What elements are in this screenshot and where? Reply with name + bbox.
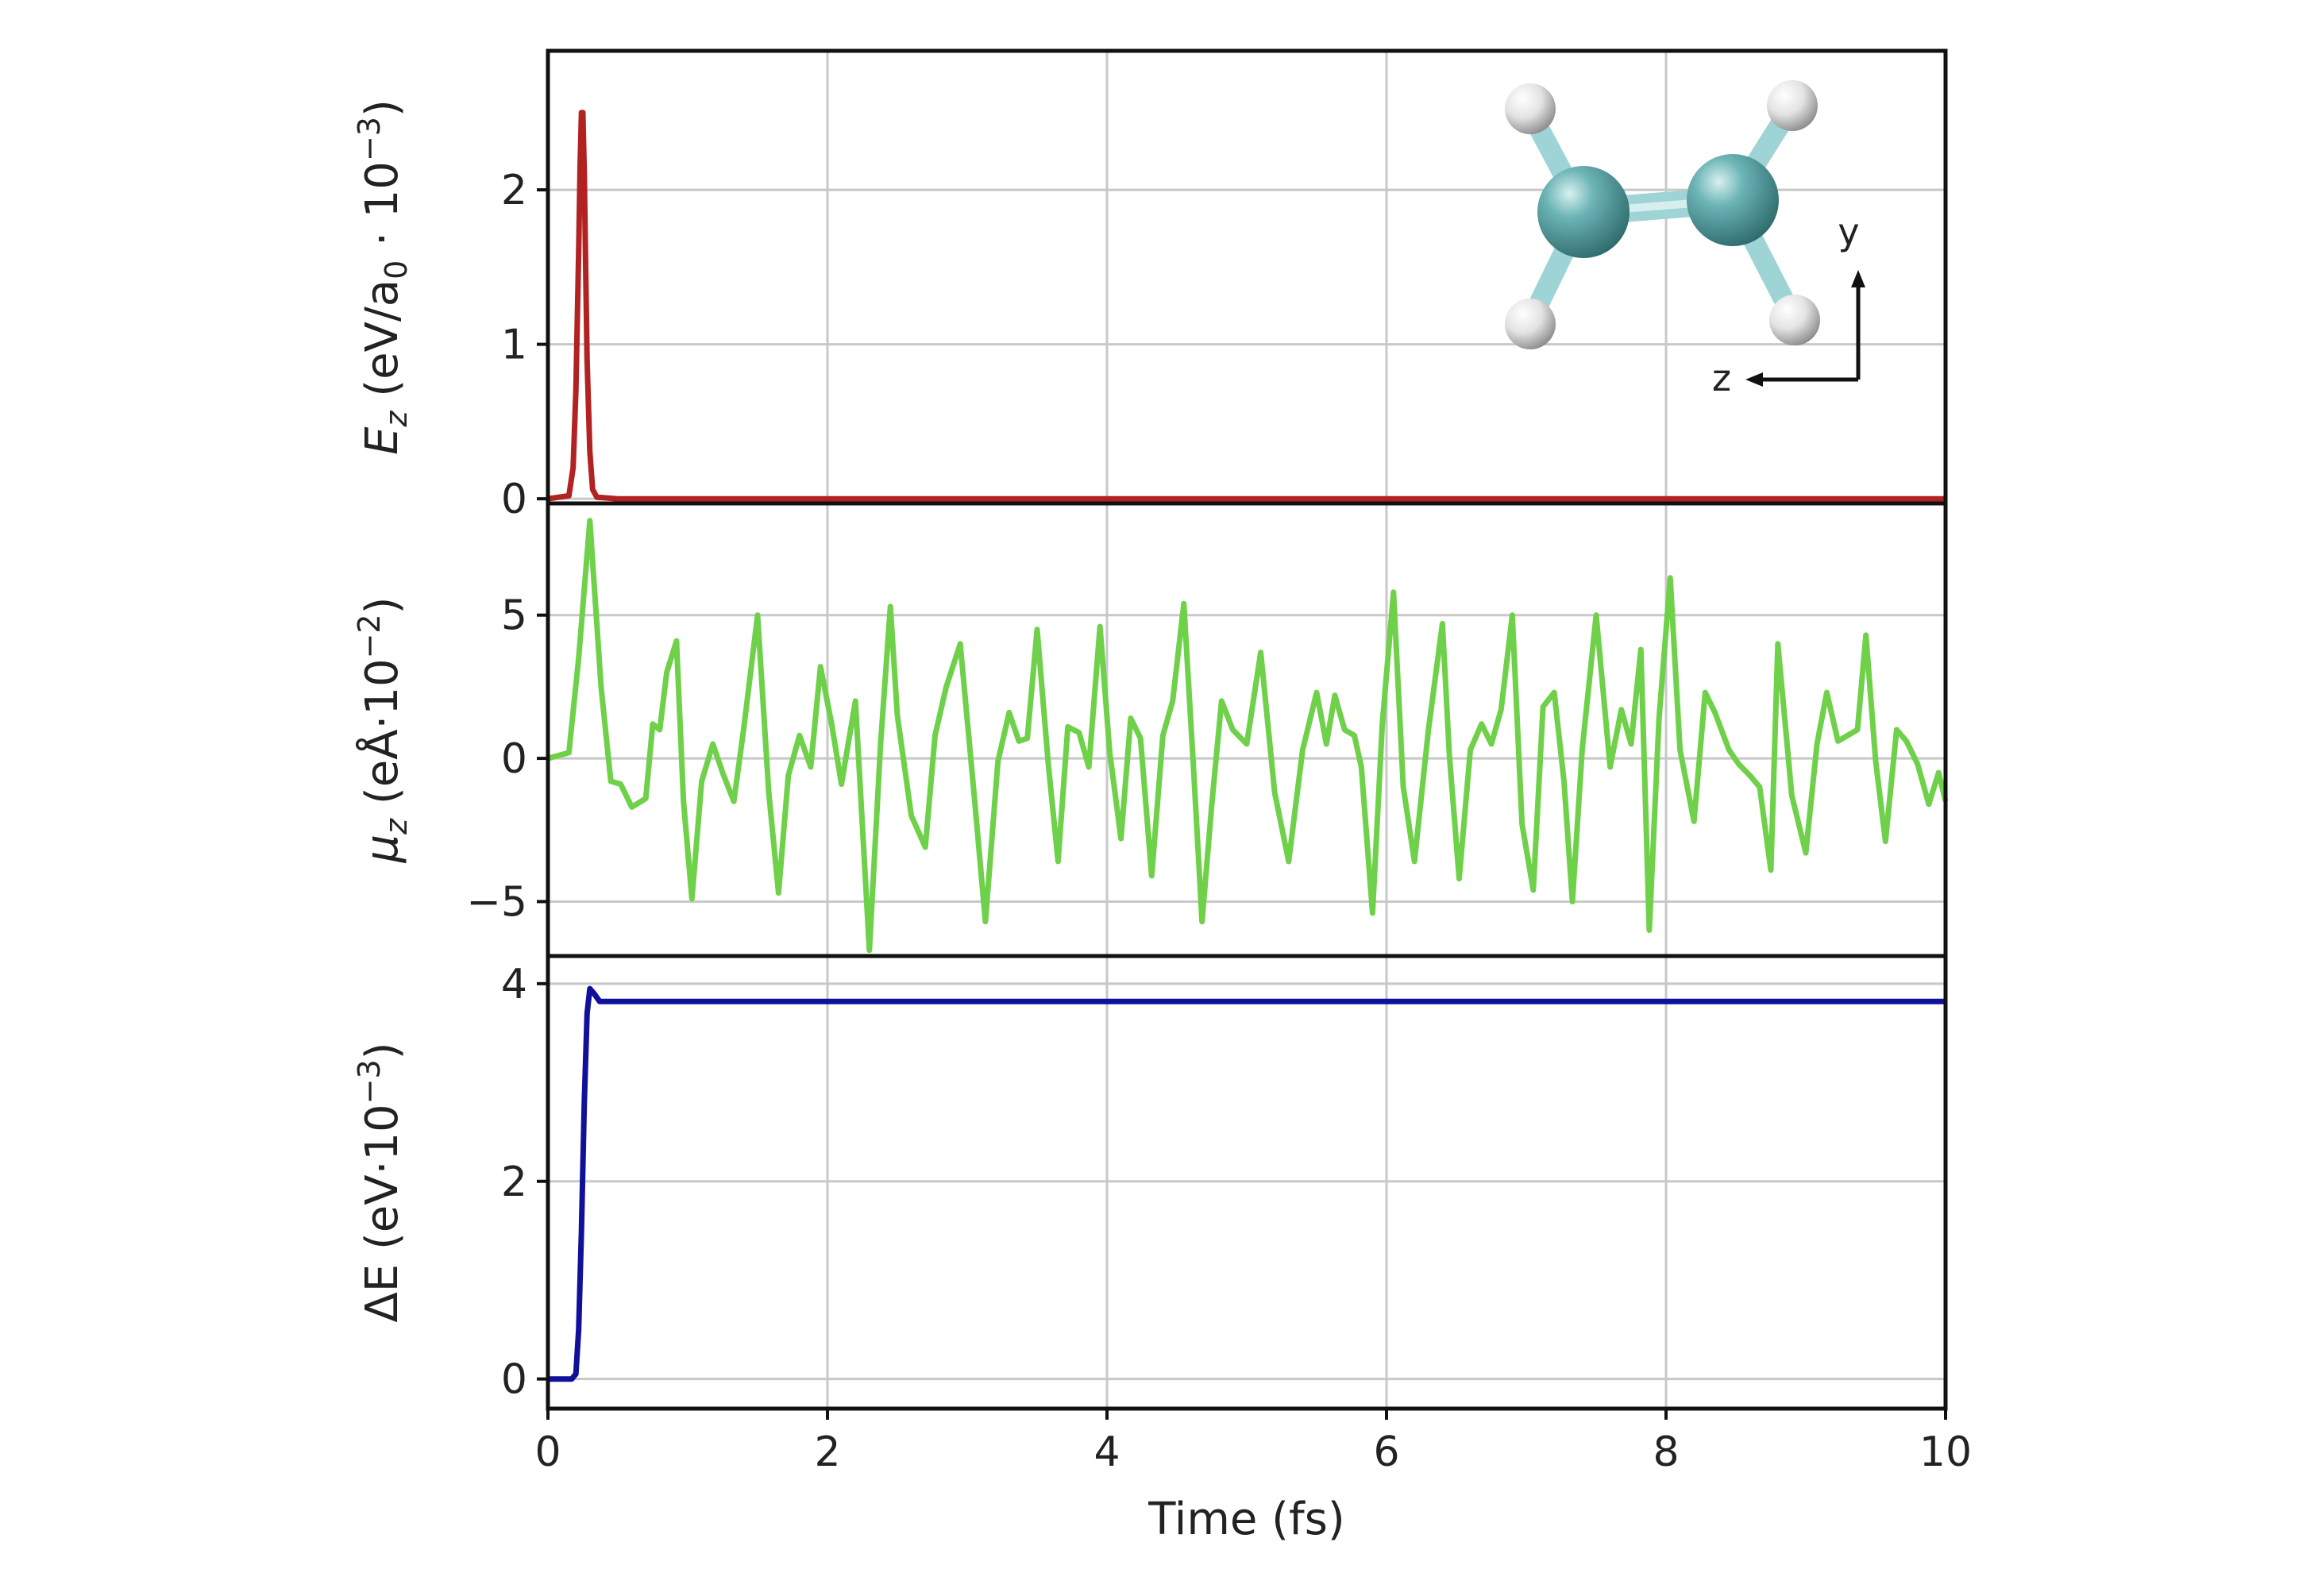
y-axis-label: Ez (eV/a0 · 10−3) bbox=[352, 99, 414, 455]
ethylene-molecule-icon: y z bbox=[1505, 80, 1865, 399]
hydrogen-atom bbox=[1505, 299, 1556, 349]
axis-z-label: z bbox=[1712, 357, 1731, 399]
x-tick-label: 6 bbox=[1373, 1428, 1399, 1476]
hydrogen-atom bbox=[1505, 83, 1556, 134]
y-tick-label: −5 bbox=[466, 878, 527, 926]
axis-y-label: y bbox=[1838, 210, 1859, 253]
x-tick-label: 8 bbox=[1653, 1428, 1679, 1476]
x-axis-label: Time (fs) bbox=[1147, 1494, 1344, 1545]
y-tick-label: 2 bbox=[501, 1158, 527, 1206]
y-tick-label: 5 bbox=[501, 592, 527, 640]
y-tick-label: 0 bbox=[501, 1356, 527, 1404]
x-tick-label: 0 bbox=[534, 1428, 561, 1476]
axis-arrows-icon bbox=[1745, 270, 1865, 387]
y-tick-label: 0 bbox=[501, 735, 527, 783]
hydrogen-atom bbox=[1767, 80, 1818, 131]
x-tick-label: 10 bbox=[1919, 1428, 1972, 1476]
x-tick-label: 2 bbox=[814, 1428, 840, 1476]
chart-panel-energy-change: 0 2 4 ΔE (eV·10−3) bbox=[352, 954, 1948, 1411]
series-line bbox=[547, 518, 1949, 954]
chart-panel-electric-field: 0 1 2 Ez (eV/a0 · 10−3) bbox=[352, 48, 1948, 523]
carbon-atom bbox=[1687, 154, 1779, 246]
hydrogen-atom bbox=[1769, 295, 1820, 345]
y-tick-label: 0 bbox=[501, 476, 527, 523]
y-tick-label: 2 bbox=[501, 167, 527, 214]
series-line bbox=[548, 985, 1946, 1382]
series-line bbox=[547, 110, 1946, 502]
carbon-atom bbox=[1537, 166, 1630, 258]
y-tick-label: 1 bbox=[501, 322, 527, 369]
y-axis-label: μz (eÅ·10−2) bbox=[352, 597, 414, 864]
plot-frame bbox=[546, 954, 1948, 1411]
y-tick-label: 4 bbox=[501, 961, 527, 1008]
x-tick-label: 4 bbox=[1093, 1428, 1120, 1476]
x-axis-tick-labels: 0 2 4 6 8 10 bbox=[534, 1409, 1972, 1476]
y-axis-label: ΔE (eV·10−3) bbox=[352, 1042, 408, 1322]
